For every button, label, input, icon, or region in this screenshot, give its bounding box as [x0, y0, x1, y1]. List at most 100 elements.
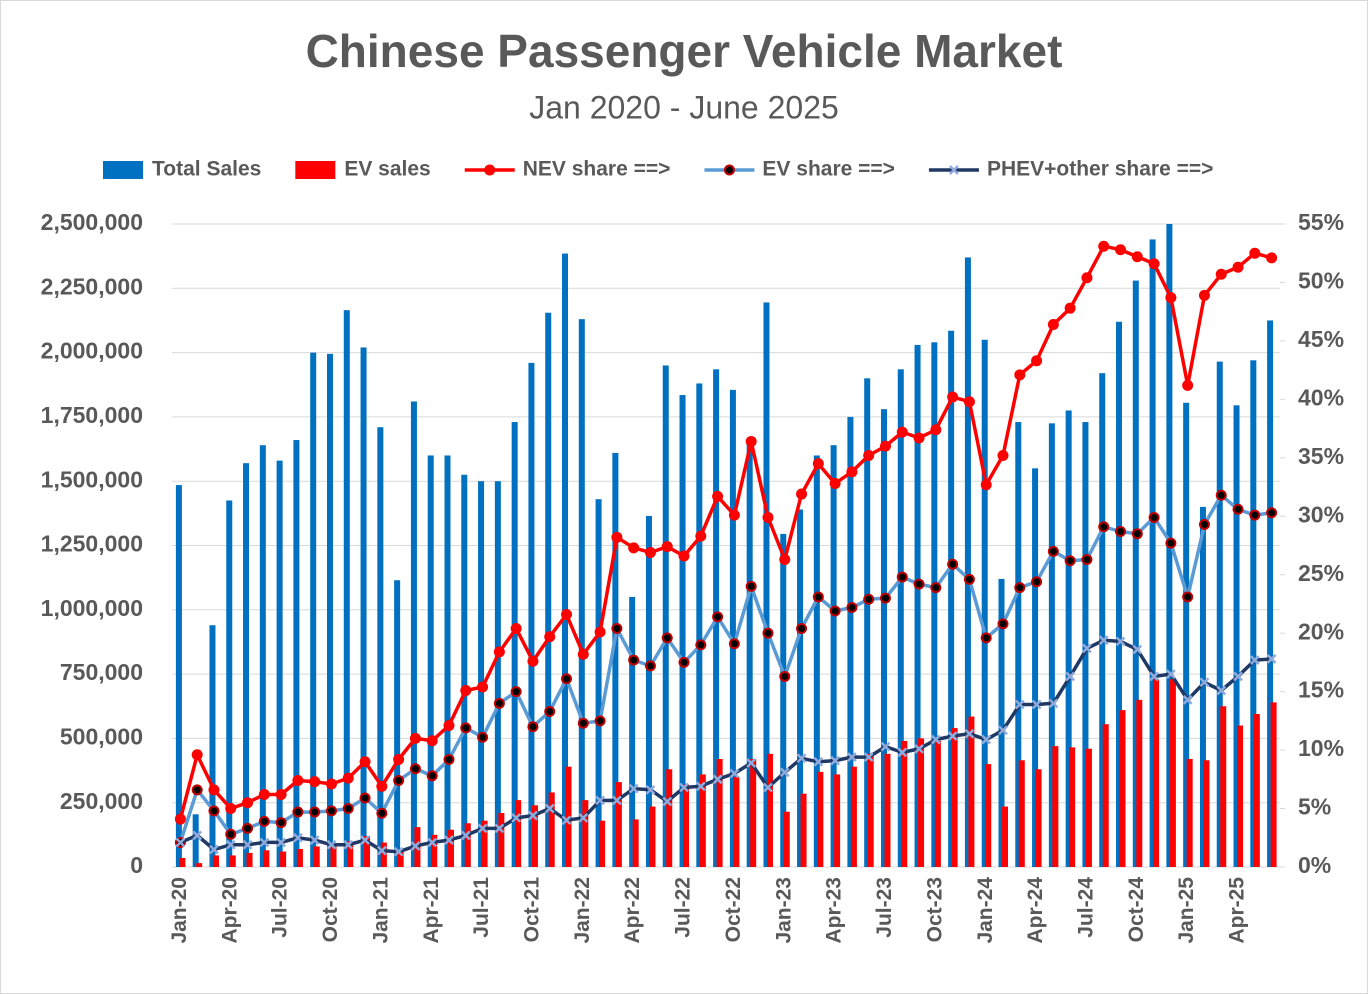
y-tick-label: 1,750,000 [41, 402, 143, 428]
bar [897, 369, 904, 867]
marker [695, 639, 707, 651]
bar [662, 365, 669, 867]
x-tick-label: Oct-20 [319, 877, 342, 942]
bar [444, 455, 451, 867]
y-tick-label: 1,000,000 [41, 595, 143, 621]
marker [510, 623, 522, 635]
bar [448, 829, 454, 867]
bar [850, 766, 857, 867]
marker [1082, 643, 1092, 654]
marker [930, 734, 941, 745]
marker [963, 573, 975, 585]
y-tick-label: 1,250,000 [41, 531, 143, 557]
marker [1014, 699, 1025, 710]
marker [544, 706, 556, 718]
marker [376, 845, 387, 856]
marker [528, 810, 538, 821]
bar [1237, 725, 1244, 867]
bar [679, 395, 686, 867]
bar [615, 782, 622, 867]
marker [225, 803, 237, 815]
marker [1215, 268, 1227, 280]
marker [1131, 528, 1143, 540]
bar [515, 800, 522, 867]
legend-marker [723, 164, 735, 176]
marker [1249, 247, 1261, 259]
bar [834, 774, 841, 867]
marker [443, 753, 455, 765]
marker [1199, 677, 1210, 688]
bar [716, 758, 723, 867]
bar [797, 509, 804, 867]
bar [964, 257, 971, 867]
bar [293, 440, 300, 867]
marker [628, 654, 640, 666]
marker [1149, 671, 1159, 682]
marker [1233, 671, 1243, 682]
bar [1267, 320, 1274, 867]
marker [1031, 576, 1043, 588]
marker [342, 803, 354, 815]
bar [1018, 760, 1025, 867]
x-tick-label: Jan-21 [369, 877, 392, 944]
marker [728, 638, 740, 650]
marker [1266, 252, 1278, 264]
marker [846, 601, 858, 613]
marker [796, 488, 808, 500]
bar [1052, 746, 1059, 867]
bar [377, 427, 384, 867]
marker [208, 805, 220, 817]
legend-label: NEV share ==> [523, 158, 671, 181]
marker [426, 735, 438, 747]
bar [699, 774, 706, 867]
bar [1183, 402, 1190, 867]
marker [1031, 699, 1042, 710]
marker [1249, 509, 1261, 521]
marker [963, 396, 975, 408]
x-tick-label: Apr-25 [1226, 877, 1249, 944]
bar [985, 764, 992, 867]
marker [477, 681, 489, 693]
marker [1182, 591, 1194, 603]
bar [612, 452, 619, 867]
marker [679, 782, 689, 793]
marker [712, 611, 724, 623]
marker [208, 784, 220, 796]
marker [225, 839, 236, 850]
x-tick-label: Oct-24 [1125, 877, 1148, 943]
marker [376, 780, 388, 792]
marker [393, 846, 404, 857]
marker [829, 478, 841, 490]
marker [477, 823, 488, 834]
marker [1131, 251, 1143, 263]
marker [325, 778, 337, 790]
marker [729, 768, 740, 779]
marker [409, 763, 421, 775]
bar [562, 253, 569, 867]
legend-label: PHEV+other share ==> [987, 158, 1213, 181]
marker [1064, 302, 1076, 314]
bar [750, 758, 757, 867]
marker [309, 776, 321, 788]
y2-tick-label: 30% [1298, 501, 1344, 527]
marker [1115, 244, 1127, 256]
bar [1270, 702, 1277, 867]
bar [209, 625, 216, 867]
marker [813, 756, 824, 767]
marker [611, 795, 622, 806]
bar [1203, 760, 1210, 867]
marker [360, 835, 370, 845]
marker [914, 744, 924, 754]
bar [461, 474, 468, 867]
bar [830, 445, 837, 867]
bar [1169, 679, 1176, 867]
marker [242, 797, 254, 809]
bar [1116, 321, 1123, 868]
bar [179, 857, 186, 867]
marker [594, 715, 606, 727]
bar [464, 823, 471, 867]
bar [578, 319, 585, 867]
marker [662, 796, 673, 807]
marker [779, 670, 791, 682]
bar [498, 812, 505, 867]
